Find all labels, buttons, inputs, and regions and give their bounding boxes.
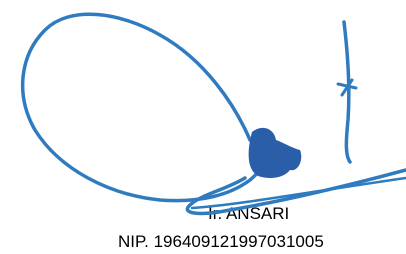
signature-drawing [0, 0, 406, 254]
signature-loop [23, 14, 268, 200]
signature-blob [249, 128, 302, 178]
signature-block: Ir. ANSARI NIP. 196409121997031005 [0, 0, 406, 254]
signature-tail [187, 170, 406, 213]
